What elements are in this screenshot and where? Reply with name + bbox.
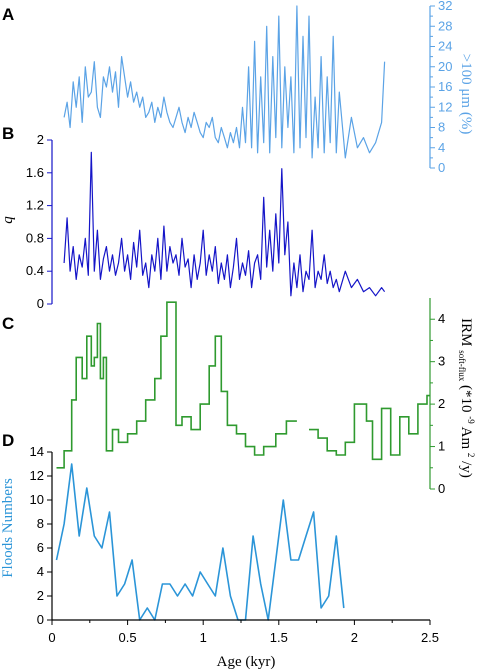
x-axis-label: Age (kyr) xyxy=(217,654,276,670)
y-tick-label: 12 xyxy=(30,468,44,483)
x-tick-label: 0.5 xyxy=(119,630,137,645)
y-tick-label: 0.8 xyxy=(26,230,44,245)
y-tick-label: 4 xyxy=(438,311,445,326)
step-series-2 xyxy=(309,394,430,461)
panel-c-y-axis-label: IRM soft-flux (*10 -9 Am 2 /y) xyxy=(455,318,480,478)
x-tick-label: 1.5 xyxy=(270,630,288,645)
y-tick-label: 10 xyxy=(30,492,44,507)
panel-d-y-axis: 0 2 4 6 8 10 12 14 xyxy=(30,444,53,627)
panel-d-y-axis-label: Floods Numbers xyxy=(0,478,16,578)
series-line xyxy=(63,151,386,297)
y-tick-label: 8 xyxy=(37,516,44,531)
panel-c-ylabel-main: IRM xyxy=(458,318,474,346)
panel-c-y-axis: 0 1 2 3 4 xyxy=(429,298,445,496)
panel-c-ylabel-units-mid: Am xyxy=(458,427,474,450)
y-tick-label: 4 xyxy=(37,564,44,579)
x-tick-label: 1 xyxy=(200,630,207,645)
y-tick-label: 2 xyxy=(438,396,445,411)
panel-letter-a: A xyxy=(2,5,14,24)
y-tick-label: 14 xyxy=(30,444,44,459)
y-tick-label: 6 xyxy=(37,540,44,555)
panel-letter-d: D xyxy=(2,431,14,450)
panel-letter-c: C xyxy=(2,314,14,333)
panel-b-y-axis: 0 0.4 0.8 1.2 1.6 2 xyxy=(26,132,53,311)
y-tick-label: 0 xyxy=(37,296,44,311)
series-line xyxy=(63,5,386,159)
y-tick-label: 2 xyxy=(37,588,44,603)
y-tick-label: 1 xyxy=(438,439,445,454)
x-tick-label: 0 xyxy=(48,630,55,645)
panel-c-ylabel-units-post: /y) xyxy=(458,461,474,478)
y-tick-label: 3 xyxy=(438,354,445,369)
y-tick-label: 0.4 xyxy=(26,263,44,278)
y-tick-label: 2 xyxy=(37,132,44,147)
y-tick-label: 0 xyxy=(438,160,445,175)
step-series-1 xyxy=(56,301,297,469)
y-tick-label: 24 xyxy=(438,39,452,54)
series-line xyxy=(55,463,345,621)
y-tick-label: 0 xyxy=(37,612,44,627)
y-tick-label: 12 xyxy=(438,99,452,114)
y-tick-label: 1.6 xyxy=(26,165,44,180)
panel-b-y-axis-label: q xyxy=(0,216,16,224)
panel-c-ylabel-exp2: 2 xyxy=(466,453,476,458)
panel-letter-b: B xyxy=(2,124,14,143)
x-tick-label: 2.5 xyxy=(421,630,439,645)
panel-c-ylabel-sub: soft-flux xyxy=(457,350,467,381)
y-tick-label: 20 xyxy=(438,59,452,74)
x-tick-label: 2 xyxy=(351,630,358,645)
panel-c-ylabel-units-pre: (*10 xyxy=(458,385,474,413)
panel-a-series xyxy=(63,5,386,159)
y-tick-label: 4 xyxy=(438,140,445,155)
panel-c-series xyxy=(56,301,430,469)
x-axis: 0 0.5 1 1.5 2 2.5 xyxy=(48,619,439,645)
y-tick-label: 32 xyxy=(438,0,452,13)
y-tick-label: 1.2 xyxy=(26,198,44,213)
panel-a-y-axis-label: >100 μm (%) xyxy=(458,54,474,135)
y-tick-label: 16 xyxy=(438,79,452,94)
panel-c-ylabel-exp1: -9 xyxy=(466,416,476,424)
panel-a-y-axis: 0 4 8 12 16 20 24 28 32 xyxy=(429,0,452,175)
y-tick-label: 28 xyxy=(438,18,452,33)
panel-b-series xyxy=(63,151,386,297)
y-tick-label: 0 xyxy=(438,481,445,496)
y-tick-label: 8 xyxy=(438,120,445,135)
panel-d-series xyxy=(55,463,345,621)
